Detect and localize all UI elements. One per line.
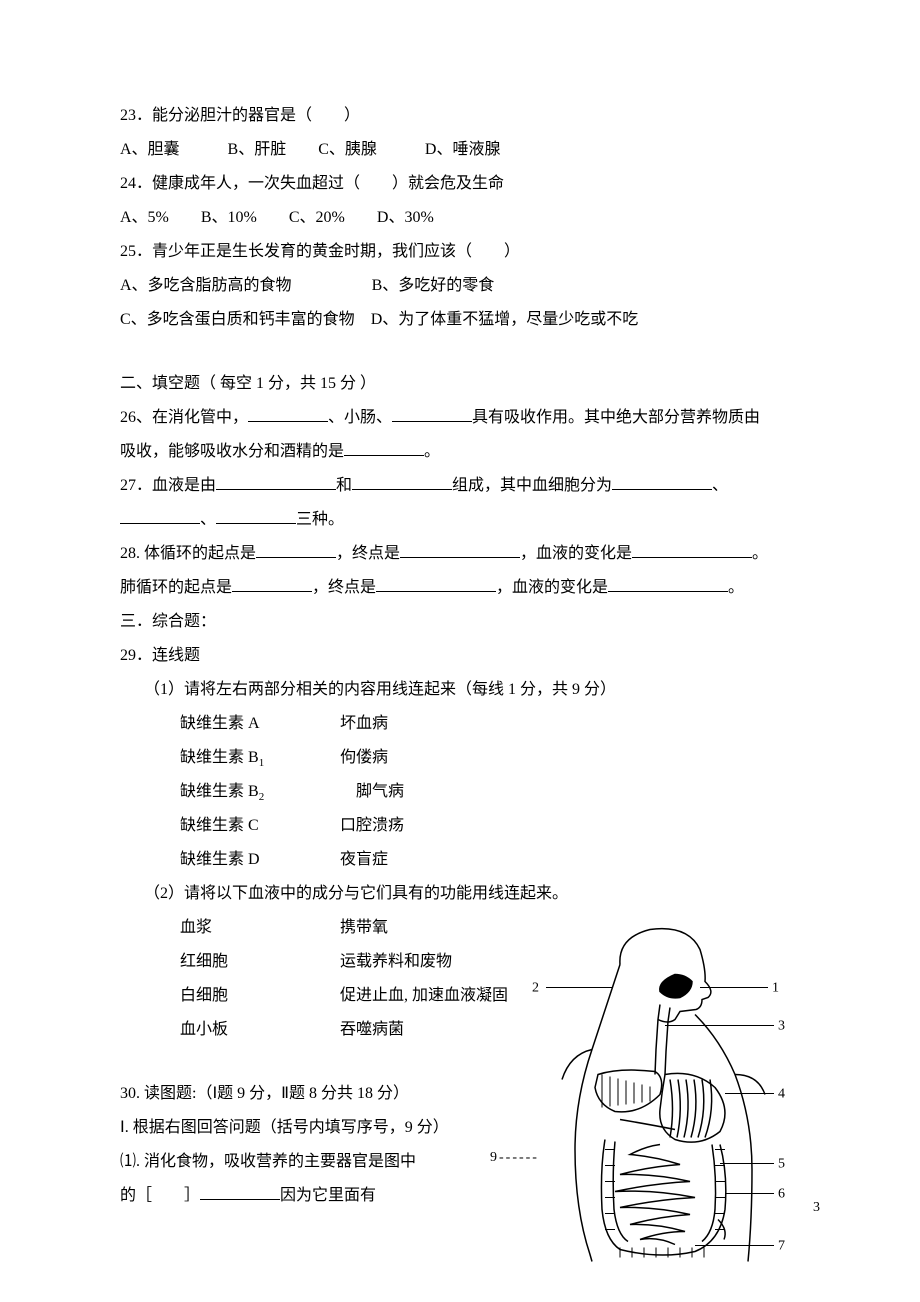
blank[interactable]: [392, 406, 472, 422]
match-pair: 缺维生素 D夜盲症: [120, 844, 800, 876]
blank[interactable]: [352, 474, 452, 490]
digestive-system-diagram: 1 2 3 4 5 6 7: [520, 912, 800, 1272]
svg-text:5: 5: [778, 1157, 785, 1172]
q23-opts: A、胆囊 B、肝脏 C、胰腺 D、唾液腺: [120, 134, 800, 166]
blank[interactable]: [400, 542, 520, 558]
match-pair: 缺维生素 C口腔溃疡: [120, 810, 800, 842]
blank[interactable]: [232, 576, 312, 592]
q24-opts: A、5% B、10% C、20% D、30%: [120, 202, 800, 234]
q30-l2: ⑴. 消化食物，吸收营养的主要器官是图中: [120, 1146, 500, 1178]
blank[interactable]: [612, 474, 712, 490]
svg-text:6: 6: [778, 1187, 785, 1202]
q29-sub1: （1）请将左右两部分相关的内容用线连起来（每线 1 分，共 9 分）: [120, 674, 800, 706]
blank[interactable]: [256, 542, 336, 558]
blank[interactable]: [216, 508, 296, 524]
svg-text:1: 1: [772, 981, 779, 996]
svg-text:7: 7: [778, 1239, 785, 1254]
q26-line2: 吸收，能够吸收水分和酒精的是。: [120, 436, 800, 468]
section2-title: 二、填空题（ 每空 1 分，共 15 分 ）: [120, 368, 800, 400]
page-number: 3: [813, 1194, 820, 1222]
blank[interactable]: [344, 440, 424, 456]
svg-text:2: 2: [532, 981, 539, 996]
q24-text: 24．健康成年人，一次失血超过（ ）就会危及生命: [120, 168, 800, 200]
match-pair: 缺维生素 A坏血病: [120, 708, 800, 740]
q27-line1: 27．血液是由和组成，其中血细胞分为、: [120, 470, 800, 502]
blank[interactable]: [200, 1184, 280, 1200]
q30-l3: 的［ ］因为它里面有: [120, 1180, 500, 1212]
q25-optA: A、多吃含脂肪高的食物: [120, 277, 292, 294]
q30-title: 30. 读图题:（Ⅰ题 9 分，Ⅱ题 8 分共 18 分）: [120, 1078, 500, 1110]
q28-line2: 肺循环的起点是，终点是，血液的变化是。: [120, 572, 800, 604]
match-pair: 缺维生素 B2 脚气病: [120, 776, 800, 808]
q25-text: 25．青少年正是生长发育的黄金时期，我们应该（ ）: [120, 236, 800, 268]
match-pair: 缺维生素 B1佝偻病: [120, 742, 800, 774]
q25-opts-cd: C、多吃含蛋白质和钙丰富的食物 D、为了体重不猛增，尽量少吃或不吃: [120, 304, 800, 336]
q29-title: 29．连线题: [120, 640, 800, 672]
q25-optB: B、多吃好的零食: [372, 277, 495, 294]
svg-text:3: 3: [778, 1019, 785, 1034]
q30-l1: Ⅰ. 根据右图回答问题（括号内填写序号，9 分）: [120, 1112, 500, 1144]
q27-line2: 、三种。: [120, 504, 800, 536]
blank[interactable]: [216, 474, 336, 490]
q23-text: 23．能分泌胆汁的器官是（ ）: [120, 100, 800, 132]
q25-optC: C、多吃含蛋白质和钙丰富的食物: [120, 311, 355, 328]
q28-line1: 28. 体循环的起点是，终点是，血液的变化是。: [120, 538, 800, 570]
blank[interactable]: [608, 576, 728, 592]
section3-title: 三．综合题：: [120, 606, 800, 638]
q25-optD: D、为了体重不猛增，尽量少吃或不吃: [371, 311, 639, 328]
svg-text:4: 4: [778, 1087, 785, 1102]
blank[interactable]: [120, 508, 200, 524]
blank[interactable]: [248, 406, 328, 422]
q26-line1: 26、在消化管中，、小肠、具有吸收作用。其中绝大部分营养物质由: [120, 402, 800, 434]
q29-sub2: （2）请将以下血液中的成分与它们具有的功能用线连起来。: [120, 878, 800, 910]
blank[interactable]: [376, 576, 496, 592]
blank[interactable]: [632, 542, 752, 558]
q25-opts-ab: A、多吃含脂肪高的食物 B、多吃好的零食: [120, 270, 800, 302]
